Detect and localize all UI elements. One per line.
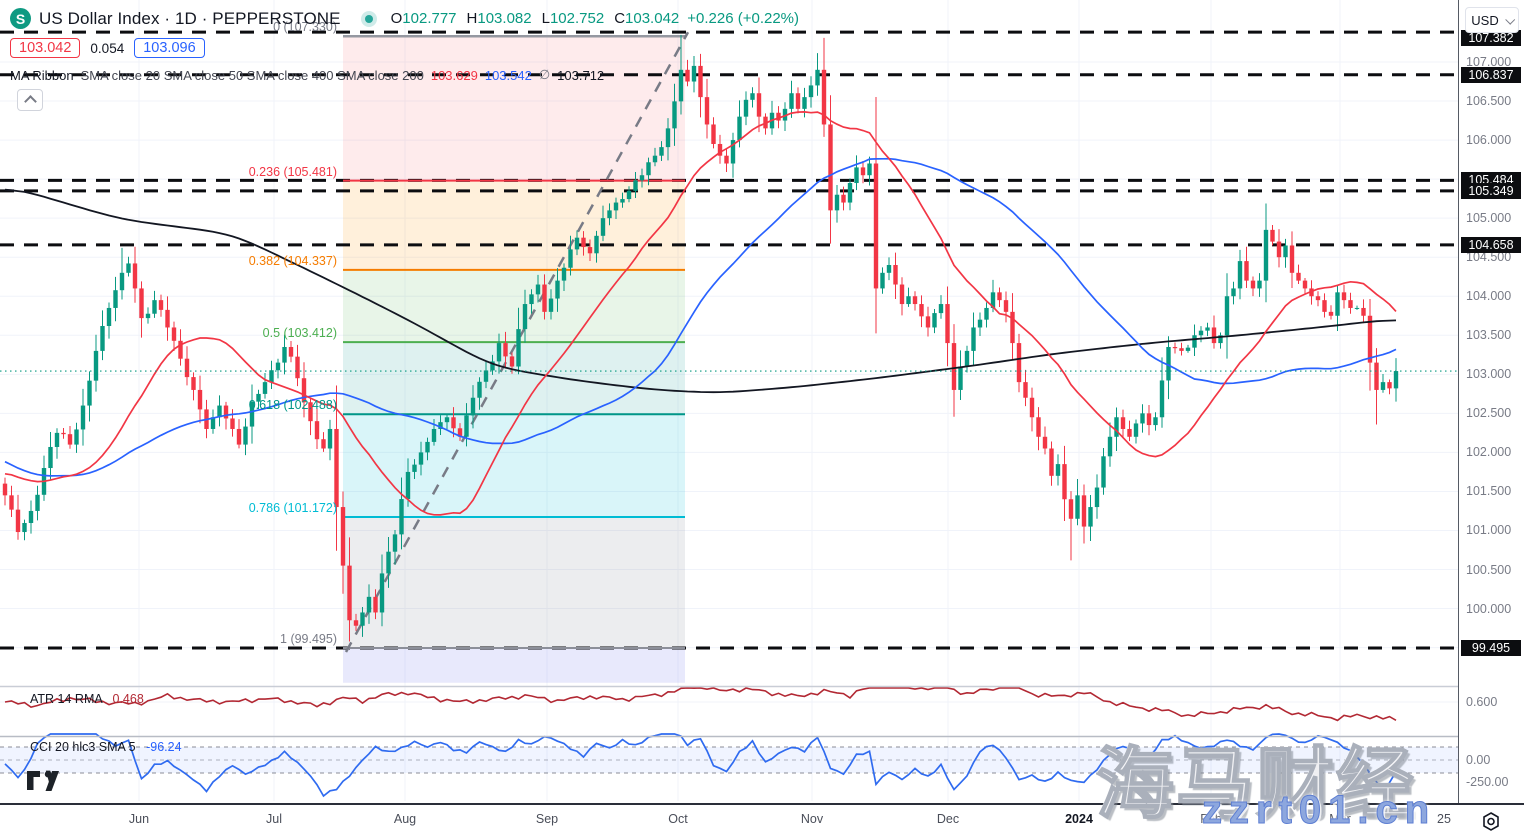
price-axis-label: 102.500 [1466,406,1512,421]
cci-value: -96.24 [146,740,182,754]
indicator-axis-label: 0.00 [1466,753,1491,767]
tradingview-logo[interactable] [26,770,60,792]
fib-level-label: 0 (107.330) [273,20,337,35]
atr-value: 0.468 [112,692,144,706]
currency-dropdown[interactable]: USD [1465,7,1519,33]
time-axis-label: 25 [1437,812,1451,826]
cci-label: CCI 20 hlc3 SMA 5 [30,740,136,754]
cci-legend[interactable]: CCI 20 hlc3 SMA 5 -96.24 [30,740,182,754]
bid-price-box[interactable]: 103.042 [10,38,81,58]
chart-legend: S US Dollar Index · 1D · PEPPERSTONE O10… [10,8,799,83]
indicator-params: SMA close 20 SMA close 50 SMA close 400 … [80,67,424,83]
time-axis-label: Oct [668,812,688,826]
symbol-logo-icon: S [10,8,31,29]
legend-collapse-button[interactable] [17,89,43,111]
price-axis-label: 106.000 [1466,133,1512,148]
sma400-value: ∅ [538,67,551,82]
gear-icon[interactable] [1480,811,1502,833]
fib-level-label: 0.786 (101.172) [248,501,337,516]
indicator-axis-label: -250.00 [1466,775,1509,789]
price-axis-label: 101.500 [1466,484,1512,499]
time-axis[interactable]: Jun Jul Aug Sep Oct Nov Dec 2024 Feb Mar 25 [0,803,1524,834]
sma50-value: 103.542 [484,67,532,83]
price-axis-label: 105.000 [1466,211,1512,226]
price-axis-label: 106.500 [1466,94,1512,109]
atr-legend[interactable]: ATR 14 RMA 0.468 [30,692,144,706]
time-axis-label: Nov [800,812,824,826]
price-level-badge: 99.495 [1461,639,1521,656]
ask-price-box[interactable]: 103.096 [134,38,205,58]
ohlc-values: O102.777 H103.082 L102.752 C103.042 [390,10,680,27]
watermark-chinese: 海马财经 [1095,739,1417,829]
price-axis-label: 107.000 [1466,55,1512,69]
price-level-badge: 104.658 [1461,236,1521,253]
price-axis-label: 103.000 [1466,367,1512,382]
time-axis-label: Jul [266,812,282,826]
price-axis-label: 100.500 [1466,562,1512,577]
time-axis-label: Feb [1200,812,1222,826]
price-axis[interactable]: USD 107.000 106.500 106.000 105.000 104.500 1… [1458,0,1524,834]
chevron-up-icon [23,95,37,108]
time-axis-label: Jun [128,812,150,826]
fib-level-label: 0.618 (102.488) [248,398,337,413]
price-axis-label: 103.500 [1466,328,1512,343]
chevron-down-icon [1504,14,1515,25]
price-level-badge: 106.837 [1461,66,1521,83]
spread-value: 0.054 [90,40,125,56]
indicator-axis-label: 0.600 [1466,695,1498,709]
price-level-badge: 105.349 [1461,182,1521,199]
price-axis-label: 104.000 [1466,289,1512,304]
ma-ribbon-legend[interactable]: MA Ribbon SMA close 20 SMA close 50 SMA … [10,67,799,83]
price-axis-label: 102.000 [1466,445,1512,460]
fib-level-label: 0.382 (104.337) [248,253,337,268]
change-value: +0.226 (+0.22%) [687,10,800,27]
time-axis-label: Aug [393,812,417,826]
time-axis-label: Dec [936,812,960,826]
symbol-title[interactable]: US Dollar Index · 1D · PEPPERSTONE [39,8,341,28]
fib-level-label: 0.5 (103.412) [262,326,337,341]
price-axis-label: 104.500 [1466,250,1512,265]
indicator-name: MA Ribbon [10,67,74,83]
atr-label: ATR 14 RMA [30,692,103,706]
price-axis-label: 101.000 [1466,523,1512,538]
price-axis-label: 100.000 [1466,601,1512,616]
sma20-value: 103.629 [430,67,478,83]
market-open-dot-icon[interactable] [364,14,373,23]
watermark-url: zzrt01.cn [1201,788,1437,833]
fib-level-label: 1 (99.495) [280,631,337,646]
time-axis-label: 2024 [1065,812,1093,826]
sma200-value: 103.712 [557,67,605,83]
time-axis-label: Sep [535,812,559,826]
price-level-badge: 107.382 [1461,30,1521,46]
fib-level-label: 0.236 (105.481) [248,164,337,179]
time-axis-label: Mar [1329,812,1351,826]
